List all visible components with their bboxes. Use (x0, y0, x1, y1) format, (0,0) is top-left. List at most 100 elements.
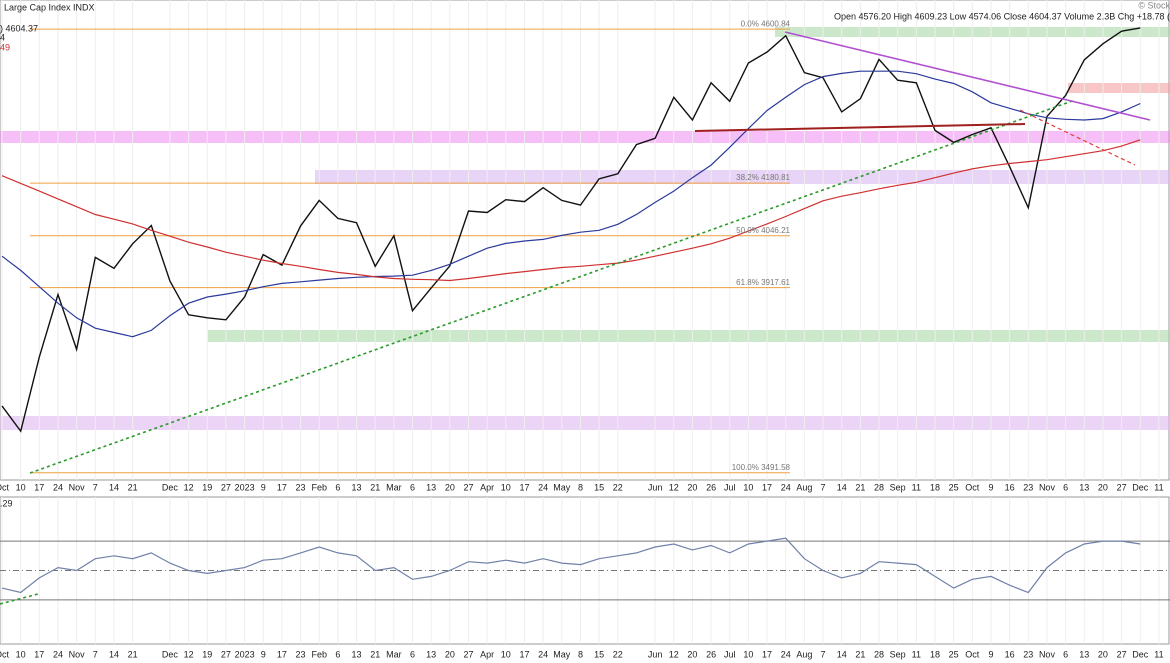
x-tick-label: 19 (202, 482, 212, 492)
x-tick-label: 22 (613, 649, 623, 659)
x-tick-label: 7 (93, 649, 98, 659)
x-tick-label: Nov (69, 482, 86, 492)
x-tick-label: 11 (912, 649, 921, 659)
x-tick-label: 7 (93, 482, 98, 492)
zone (0, 416, 1170, 430)
x-tick-label: 21 (855, 482, 865, 492)
x-tick-label: 27 (463, 482, 473, 492)
x-tick-label: 9 (988, 649, 993, 659)
levels (0, 0, 1170, 644)
x-tick-label: 13 (1079, 482, 1089, 492)
x-tick-label: 7 (821, 649, 826, 659)
x-tick-label: Sep (890, 649, 906, 659)
x-tick-label: 8 (578, 482, 583, 492)
x-tick-label: 23 (1023, 649, 1033, 659)
x-tick-label: 25 (949, 482, 959, 492)
x-tick-label: 13 (426, 482, 436, 492)
x-tick-label: Jul (724, 649, 736, 659)
zone (1068, 83, 1170, 93)
x-tick-label: 8 (578, 649, 583, 659)
x-tick-label: 12 (184, 482, 194, 492)
trendline (694, 123, 1026, 132)
legend-fragment: 4 (0, 32, 5, 42)
series-layer (1, 27, 1141, 594)
x-tick-label: 6 (410, 482, 415, 492)
x-tick-label: 17 (519, 649, 529, 659)
zone (0, 131, 1170, 143)
x-tick-label: 18 (930, 482, 940, 492)
x-tick-label: 10 (16, 482, 26, 492)
x-tick-label: 21 (128, 649, 138, 659)
x-tick-label: 21 (855, 649, 865, 659)
x-tick-label: 23 (296, 482, 306, 492)
x-tick-label: 27 (463, 649, 473, 659)
x-tick-label: 2023 (235, 649, 255, 659)
x-tick-label: Oct (965, 649, 980, 659)
x-tick-label: 13 (352, 482, 362, 492)
x-tick-label: 11 (912, 482, 921, 492)
x-tick-label: 14 (837, 482, 847, 492)
x-tick-label: May (553, 649, 571, 659)
x-tick-label: 20 (1098, 649, 1108, 659)
series-line (1, 139, 1141, 282)
x-tick-label: 6 (1063, 649, 1068, 659)
x-tick-label: 27 (221, 649, 231, 659)
quote: Open 4576.20 High 4609.23 Low 4574.06 Cl… (834, 11, 1170, 21)
x-tick-label: 24 (781, 649, 791, 659)
x-tick-label: 25 (949, 649, 959, 659)
x-tick-label: 13 (1079, 649, 1089, 659)
series-line (1, 27, 1141, 433)
x-tick-label: Sep (890, 482, 906, 492)
title: Large Cap Index INDX (4, 2, 95, 12)
x-tick-label: 10 (16, 649, 26, 659)
x-tick-label: 11 (1154, 649, 1163, 659)
zone (208, 330, 1170, 342)
x-tick-label: Jun (648, 649, 663, 659)
x-tick-label: 18 (930, 649, 940, 659)
x-tick-label: 16 (1005, 649, 1015, 659)
zone (315, 170, 1170, 184)
x-tick-label: Jul (724, 482, 736, 492)
x-tick-label: Apr (480, 649, 494, 659)
x-tick-label: 12 (184, 649, 194, 659)
x-tick-label: Dec (1132, 482, 1149, 492)
x-tick-label: Nov (69, 649, 86, 659)
x-tick-label: Oct (965, 482, 980, 492)
x-tick-label: Dec (1132, 649, 1149, 659)
x-tick-label: Mar (386, 649, 402, 659)
x-tick-label: Dec (162, 482, 179, 492)
series-line (1, 70, 1141, 338)
x-tick-label: Feb (311, 482, 327, 492)
x-tick-label: 17 (34, 649, 44, 659)
x-tick-label: 24 (538, 649, 548, 659)
x-tick-label: Oct (0, 482, 9, 492)
x-tick-label: 14 (109, 649, 119, 659)
price-panel (0, 0, 1170, 481)
x-tick-label: 12 (669, 649, 679, 659)
x-tick-label: Apr (480, 482, 494, 492)
x-tick-label: 2023 (235, 482, 255, 492)
x-tick-label: 21 (128, 482, 138, 492)
x-tick-label: 14 (837, 649, 847, 659)
fib-label: 0.0% 4600.84 (741, 19, 791, 28)
x-tick-label: 27 (1117, 649, 1127, 659)
x-tick-label: 6 (335, 649, 340, 659)
x-tick-label: Feb (311, 649, 327, 659)
trendline (784, 31, 1151, 121)
x-tick-label: 27 (1117, 482, 1127, 492)
x-tick-label: 14 (109, 482, 119, 492)
x-tick-label: 24 (781, 482, 791, 492)
x-tick-label: 20 (687, 482, 697, 492)
x-tick-label: 22 (613, 482, 623, 492)
x-tick-label: 20 (687, 649, 697, 659)
x-tick-label: 20 (445, 482, 455, 492)
fib-label: 50.0% 4046.21 (736, 226, 790, 235)
x-tick-label: Oct (0, 649, 9, 659)
x-tick-label: 28 (874, 482, 884, 492)
x-tick-label: Aug (796, 649, 812, 659)
x-tick-label: 10 (501, 482, 511, 492)
fib-label: 61.8% 3917.61 (736, 278, 790, 287)
x-tick-label: 23 (1023, 482, 1033, 492)
x-tick-label: 26 (706, 649, 716, 659)
